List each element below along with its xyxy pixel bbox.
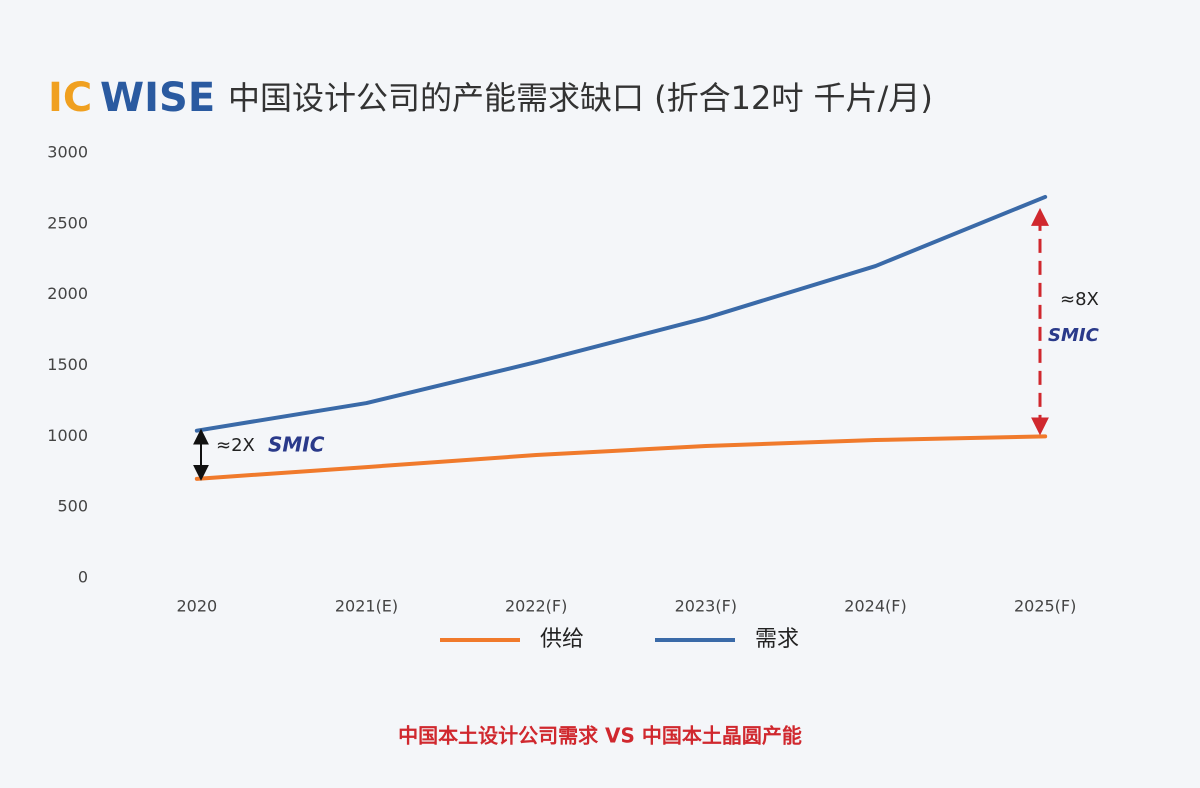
x-tick-label: 2025(F) [1014, 597, 1076, 616]
line [194, 434, 1048, 481]
y-tick-label: 3000 [47, 143, 88, 162]
y-tick-label: 2000 [47, 284, 88, 303]
line [194, 194, 1048, 433]
legend-label: 需求 [755, 627, 799, 652]
logo-left: IC [48, 75, 92, 121]
annotation-smic: SMIC [268, 433, 325, 457]
caption: 中国本土设计公司需求 VS 中国本土晶圆产能 [398, 724, 802, 748]
x-tick-label: 2020 [176, 597, 217, 616]
y-tick-label: 1500 [47, 355, 88, 374]
annotation: ≈2X [216, 435, 255, 456]
legend-label: 供给 [540, 627, 584, 652]
chart-title: 中国设计公司的产能需求缺口 (折合12吋 千片/月) [228, 79, 933, 117]
y-tick-label: 2500 [47, 213, 88, 232]
annotation: ≈8X [1060, 289, 1099, 310]
x-tick-label: 2021(E) [335, 597, 398, 616]
y-tick-label: 1000 [47, 426, 88, 445]
annotation-smic: SMIC [1048, 325, 1100, 346]
x-tick-label: 2024(F) [844, 597, 906, 616]
y-tick-label: 0 [78, 568, 88, 587]
x-tick-label: 2023(F) [675, 597, 737, 616]
x-tick-label: 2022(F) [505, 597, 567, 616]
logo-right: WISE [100, 75, 215, 121]
y-tick-label: 500 [57, 497, 88, 516]
